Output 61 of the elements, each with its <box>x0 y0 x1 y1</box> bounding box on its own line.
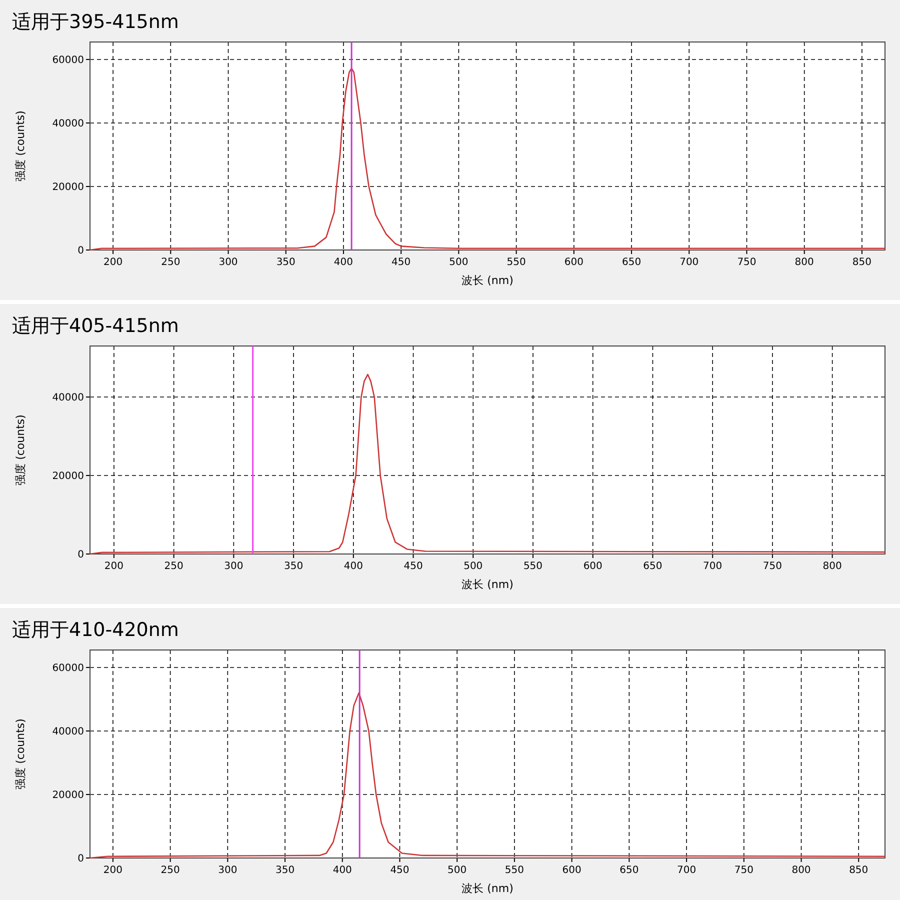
y-tick-label: 20000 <box>52 182 84 193</box>
x-tick-label: 400 <box>334 257 354 268</box>
chart-title: 适用于410-420nm <box>12 619 179 641</box>
x-tick-label: 650 <box>620 865 639 876</box>
x-tick-label: 800 <box>794 257 814 268</box>
x-tick-label: 500 <box>464 561 483 572</box>
x-tick-label: 200 <box>104 561 124 572</box>
y-axis-title: 强度 (counts) <box>14 110 27 182</box>
y-tick-label: 0 <box>78 854 84 864</box>
y-tick-label: 60000 <box>52 54 84 66</box>
x-tick-label: 750 <box>734 865 754 876</box>
x-tick-label: 600 <box>562 865 582 876</box>
y-tick-label: 20000 <box>52 471 84 482</box>
x-tick-label: 300 <box>218 257 238 268</box>
y-tick-label: 40000 <box>52 392 84 404</box>
x-tick-label: 350 <box>276 257 296 268</box>
x-tick-label: 200 <box>103 257 123 268</box>
x-tick-label: 450 <box>392 257 411 268</box>
x-tick-label: 550 <box>504 865 524 876</box>
x-tick-label: 750 <box>762 561 782 572</box>
x-tick-label: 400 <box>332 865 352 876</box>
x-tick-label: 800 <box>792 865 811 876</box>
x-tick-label: 700 <box>703 561 722 572</box>
x-tick-label: 550 <box>506 257 526 268</box>
x-tick-label: 450 <box>404 561 423 572</box>
x-tick-label: 300 <box>218 865 238 876</box>
x-tick-label: 500 <box>448 865 467 876</box>
y-tick-label: 0 <box>78 550 84 560</box>
y-tick-label: 40000 <box>52 118 84 130</box>
x-tick-label: 750 <box>737 257 756 268</box>
y-axis-title: 强度 (counts) <box>14 414 27 486</box>
y-tick-label: 20000 <box>52 790 84 801</box>
chart-title: 适用于395-415nm <box>12 11 179 33</box>
chart-title: 适用于405-415nm <box>12 315 179 337</box>
x-tick-label: 850 <box>852 257 872 268</box>
x-tick-label: 700 <box>680 257 699 268</box>
x-tick-label: 300 <box>224 561 244 572</box>
x-axis-title: 波长 (nm) <box>462 882 514 895</box>
x-tick-label: 400 <box>344 561 363 572</box>
y-tick-label: 60000 <box>52 662 84 674</box>
x-tick-label: 550 <box>523 561 543 572</box>
x-tick-label: 700 <box>676 865 696 876</box>
x-tick-label: 650 <box>622 257 642 268</box>
x-tick-label: 850 <box>849 865 868 876</box>
x-tick-label: 500 <box>449 257 468 268</box>
x-tick-label: 250 <box>164 561 184 572</box>
x-tick-label: 600 <box>583 561 602 572</box>
x-tick-label: 350 <box>275 865 295 876</box>
y-tick-label: 0 <box>78 246 84 256</box>
y-tick-label: 40000 <box>52 726 84 738</box>
x-tick-label: 600 <box>564 257 584 268</box>
y-axis-title: 强度 (counts) <box>14 718 27 790</box>
x-axis-title: 波长 (nm) <box>462 578 514 591</box>
x-tick-label: 250 <box>160 865 180 876</box>
x-tick-label: 650 <box>643 561 662 572</box>
x-axis-title: 波长 (nm) <box>462 274 514 287</box>
x-tick-label: 200 <box>103 865 122 876</box>
x-tick-label: 350 <box>284 561 304 572</box>
x-tick-label: 250 <box>161 257 180 268</box>
x-tick-label: 800 <box>822 561 842 572</box>
x-tick-label: 450 <box>390 865 410 876</box>
